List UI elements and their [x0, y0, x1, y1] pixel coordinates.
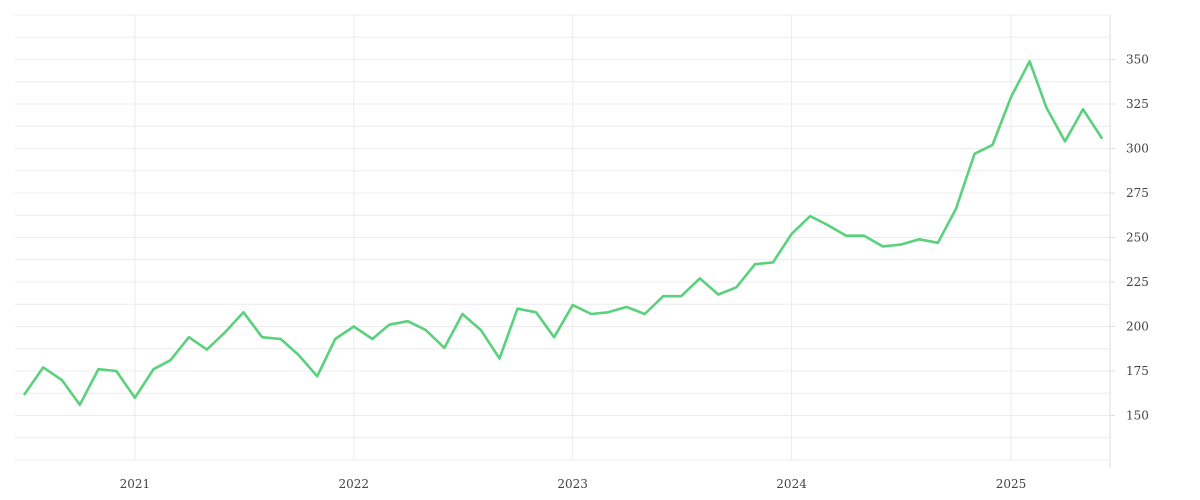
- y-tick-label: 350: [1126, 53, 1149, 67]
- x-tick-label: 2024: [776, 477, 807, 491]
- x-tick-label: 2022: [339, 477, 370, 491]
- y-tick-label: 250: [1126, 231, 1149, 245]
- x-tick-label: 2023: [557, 477, 588, 491]
- series-line: [23, 59, 1103, 407]
- y-tick-label: 225: [1126, 275, 1149, 289]
- y-tick-label: 150: [1126, 409, 1149, 423]
- y-tick-label: 275: [1126, 186, 1149, 200]
- y-tick-label: 200: [1126, 320, 1149, 334]
- tick-labels: 150 175 200 225 250 275 300 325 350 2021 2022 2023 2…: [120, 53, 1149, 492]
- x-tick-label: 2025: [996, 477, 1027, 491]
- y-tick-label: 300: [1126, 142, 1149, 156]
- series-layer: [23, 59, 1103, 407]
- grid-layer: [15, 14, 1110, 461]
- y-tick-label: 175: [1126, 364, 1149, 378]
- x-tick-label: 2021: [120, 477, 151, 491]
- y-tick-label: 325: [1126, 97, 1149, 111]
- axis-layer: [1109, 15, 1115, 468]
